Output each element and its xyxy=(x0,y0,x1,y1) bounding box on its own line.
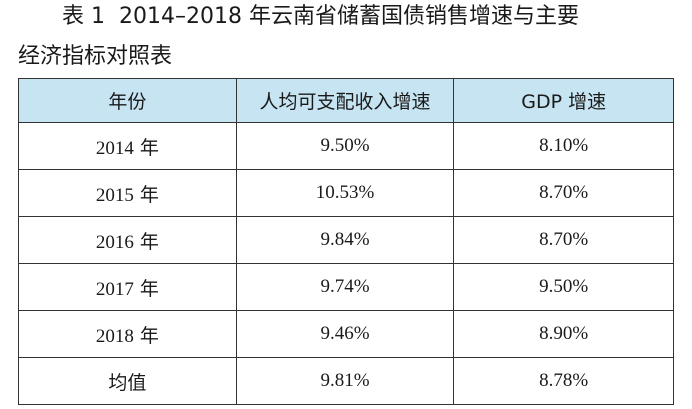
caption-title-part-2: 经济指标对照表 xyxy=(18,44,173,69)
income-growth-cell: 9.84% xyxy=(235,216,455,264)
gdp-growth-cell: 8.10% xyxy=(453,122,674,170)
header-year: 年份 xyxy=(18,78,237,123)
comparison-table: 年份 人均可支配收入增速 GDP 增速 2014 年 9.50% 8.10% 20… xyxy=(18,78,674,405)
year-suffix: 年 xyxy=(139,277,159,300)
table-row: 2015 年 10.53% 8.70% xyxy=(18,169,674,217)
year-value: 2014 xyxy=(95,137,134,159)
table-row: 2016 年 9.84% 8.70% xyxy=(18,216,674,264)
year-cell: 2018 年 xyxy=(18,310,237,358)
gdp-growth-cell: 8.70% xyxy=(453,169,674,217)
year-suffix: 年 xyxy=(139,230,159,253)
average-label: 均值 xyxy=(18,357,237,405)
year-suffix: 年 xyxy=(139,136,159,159)
year-cell: 2017 年 xyxy=(18,263,237,311)
year-value: 2018 xyxy=(95,325,134,347)
average-row: 均值 9.81% 8.78% xyxy=(18,357,674,405)
header-row: 年份 人均可支配收入增速 GDP 增速 xyxy=(18,78,674,123)
header-gdp-growth: GDP 增速 xyxy=(453,78,674,123)
income-growth-cell: 9.50% xyxy=(235,122,455,170)
income-growth-cell: 10.53% xyxy=(235,169,455,217)
year-cell: 2014 年 xyxy=(18,122,237,170)
table-number: 表 1 xyxy=(62,4,105,29)
year-cell: 2015 年 xyxy=(18,169,237,217)
year-value: 2017 xyxy=(95,278,134,300)
income-growth-cell: 9.46% xyxy=(235,310,455,358)
year-cell: 2016 年 xyxy=(18,216,237,264)
average-gdp-growth: 8.78% xyxy=(453,357,674,405)
year-suffix: 年 xyxy=(139,183,159,206)
year-suffix: 年 xyxy=(139,324,159,347)
year-value: 2016 xyxy=(95,231,134,253)
table-row: 2014 年 9.50% 8.10% xyxy=(18,122,674,170)
caption-line-1: 表 1 2014–2018 年云南省储蓄国债销售增速与主要 xyxy=(62,2,579,32)
header-income-growth: 人均可支配收入增速 xyxy=(235,78,455,123)
gdp-growth-cell: 8.90% xyxy=(453,310,674,358)
year-value: 2015 xyxy=(95,184,134,206)
table-row: 2018 年 9.46% 8.90% xyxy=(18,310,674,358)
caption-title-part-1: 2014–2018 年云南省储蓄国债销售增速与主要 xyxy=(119,4,579,29)
gdp-growth-cell: 8.70% xyxy=(453,216,674,264)
average-income-growth: 9.81% xyxy=(235,357,455,405)
income-growth-cell: 9.74% xyxy=(235,263,455,311)
gdp-growth-cell: 9.50% xyxy=(453,263,674,311)
table-row: 2017 年 9.74% 9.50% xyxy=(18,263,674,311)
